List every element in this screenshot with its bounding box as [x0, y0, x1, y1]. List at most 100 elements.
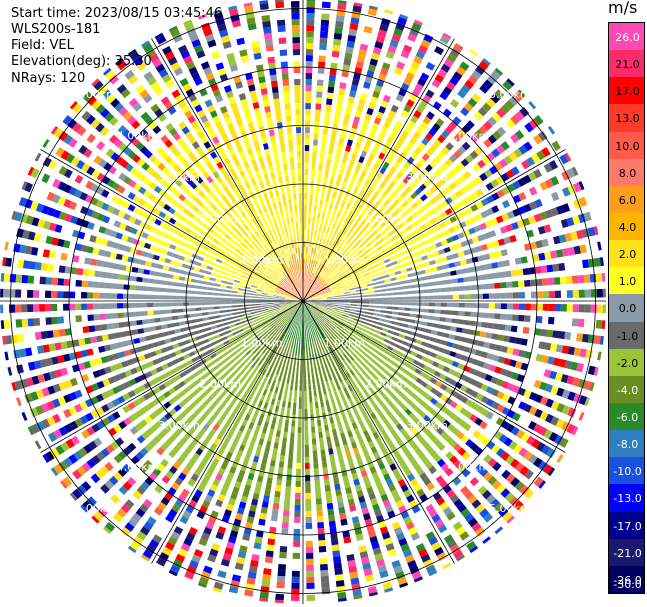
radar-gate: [463, 319, 470, 326]
radar-gate: [230, 340, 238, 346]
radar-gate: [210, 325, 218, 330]
radar-gate: [150, 262, 158, 269]
radar-gate: [424, 349, 432, 356]
radar-gate: [500, 313, 507, 320]
radar-gate: [295, 305, 300, 311]
radar-gate: [314, 121, 320, 128]
radar-gate: [63, 423, 73, 434]
radar-gate: [105, 444, 115, 454]
radar-gate: [256, 335, 263, 341]
radar-gate: [335, 224, 341, 232]
radar-gate: [283, 326, 288, 332]
radar-gate: [330, 353, 336, 360]
radar-gate: [263, 333, 269, 339]
radar-gate: [258, 282, 265, 286]
radar-gate: [107, 333, 115, 340]
radar-gate: [79, 401, 88, 411]
radar-gate: [265, 415, 271, 423]
radar-gate: [195, 285, 203, 290]
radar-gate: [53, 127, 64, 138]
radar-gate: [287, 401, 292, 409]
radar-gate: [82, 268, 90, 276]
radar-gate: [200, 478, 209, 487]
radar-gate: [377, 322, 384, 326]
radar-gate: [74, 243, 83, 251]
radar-gate: [496, 144, 506, 155]
radar-gate: [337, 3, 347, 11]
radar-gate: [31, 217, 40, 227]
radar-gate: [417, 157, 426, 166]
radar-gate: [290, 316, 294, 322]
radar-gate: [596, 288, 603, 298]
radar-gate: [455, 201, 463, 210]
radar-gate: [117, 185, 126, 194]
radar-gate: [313, 456, 318, 463]
radar-gate: [324, 321, 330, 327]
radar-gate: [62, 476, 73, 487]
radar-gate: [253, 430, 259, 438]
radar-gate: [262, 288, 269, 292]
radar-gate: [391, 248, 399, 254]
radar-gate: [353, 408, 359, 416]
radar-gate: [466, 540, 477, 551]
radar-gate: [491, 444, 501, 454]
radar-gate: [342, 228, 348, 236]
radar-gate: [51, 277, 59, 286]
radar-gate: [326, 92, 334, 100]
radar-gate: [370, 497, 378, 506]
radar-gate: [530, 303, 537, 311]
radar-gate: [259, 591, 269, 599]
radar-gate: [453, 223, 462, 231]
radar-gate: [368, 351, 376, 357]
radar-gate: [396, 171, 404, 179]
radar-gate: [495, 215, 504, 224]
radar-gate: [514, 481, 525, 492]
radar-gate: [243, 371, 250, 378]
radar-gate: [411, 211, 419, 219]
radar-gate: [334, 26, 343, 34]
radar-gate: [464, 410, 473, 419]
radar-gate: [352, 374, 359, 381]
radar-gate: [122, 393, 131, 401]
radar-gate: [503, 155, 513, 165]
radar-gate: [203, 275, 210, 280]
radar-gate: [315, 103, 322, 110]
radar-gate: [454, 212, 463, 221]
radar-gate: [331, 372, 337, 380]
radar-gate: [361, 314, 368, 318]
radar-gate: [360, 368, 367, 375]
radar-gate: [430, 387, 438, 395]
radar-gate: [318, 288, 324, 292]
radar-gate: [479, 467, 489, 478]
radar-gate: [512, 303, 519, 310]
radar-gate: [252, 318, 259, 323]
radar-gate: [55, 147, 65, 158]
radar-gate: [95, 199, 105, 209]
radar-gate: [313, 133, 319, 140]
radar-gate: [132, 387, 141, 395]
radar-gate: [368, 102, 376, 110]
radar-gate: [387, 45, 397, 54]
radar-gate: [329, 256, 335, 262]
radar-gate: [188, 221, 196, 228]
radar-gate: [353, 521, 361, 530]
radar-gate: [278, 282, 285, 287]
radar-gate: [445, 451, 454, 460]
radar-gate: [322, 266, 328, 272]
radar-gate: [143, 269, 151, 275]
radar-gate: [236, 449, 244, 458]
radar-gate: [358, 262, 365, 268]
radar-gate: [335, 179, 341, 187]
radar-gate: [348, 316, 355, 320]
radar-gate: [265, 370, 271, 378]
radar-gate: [351, 382, 358, 389]
radar-gate: [140, 481, 150, 491]
radar-gate: [469, 320, 476, 327]
radar-gate: [213, 263, 221, 268]
radar-gate: [267, 538, 276, 546]
radar-gate: [376, 111, 384, 120]
radar-gate: [339, 369, 345, 376]
radar-gate: [313, 390, 317, 397]
radar-gate: [342, 221, 348, 228]
radar-gate: [262, 574, 271, 582]
